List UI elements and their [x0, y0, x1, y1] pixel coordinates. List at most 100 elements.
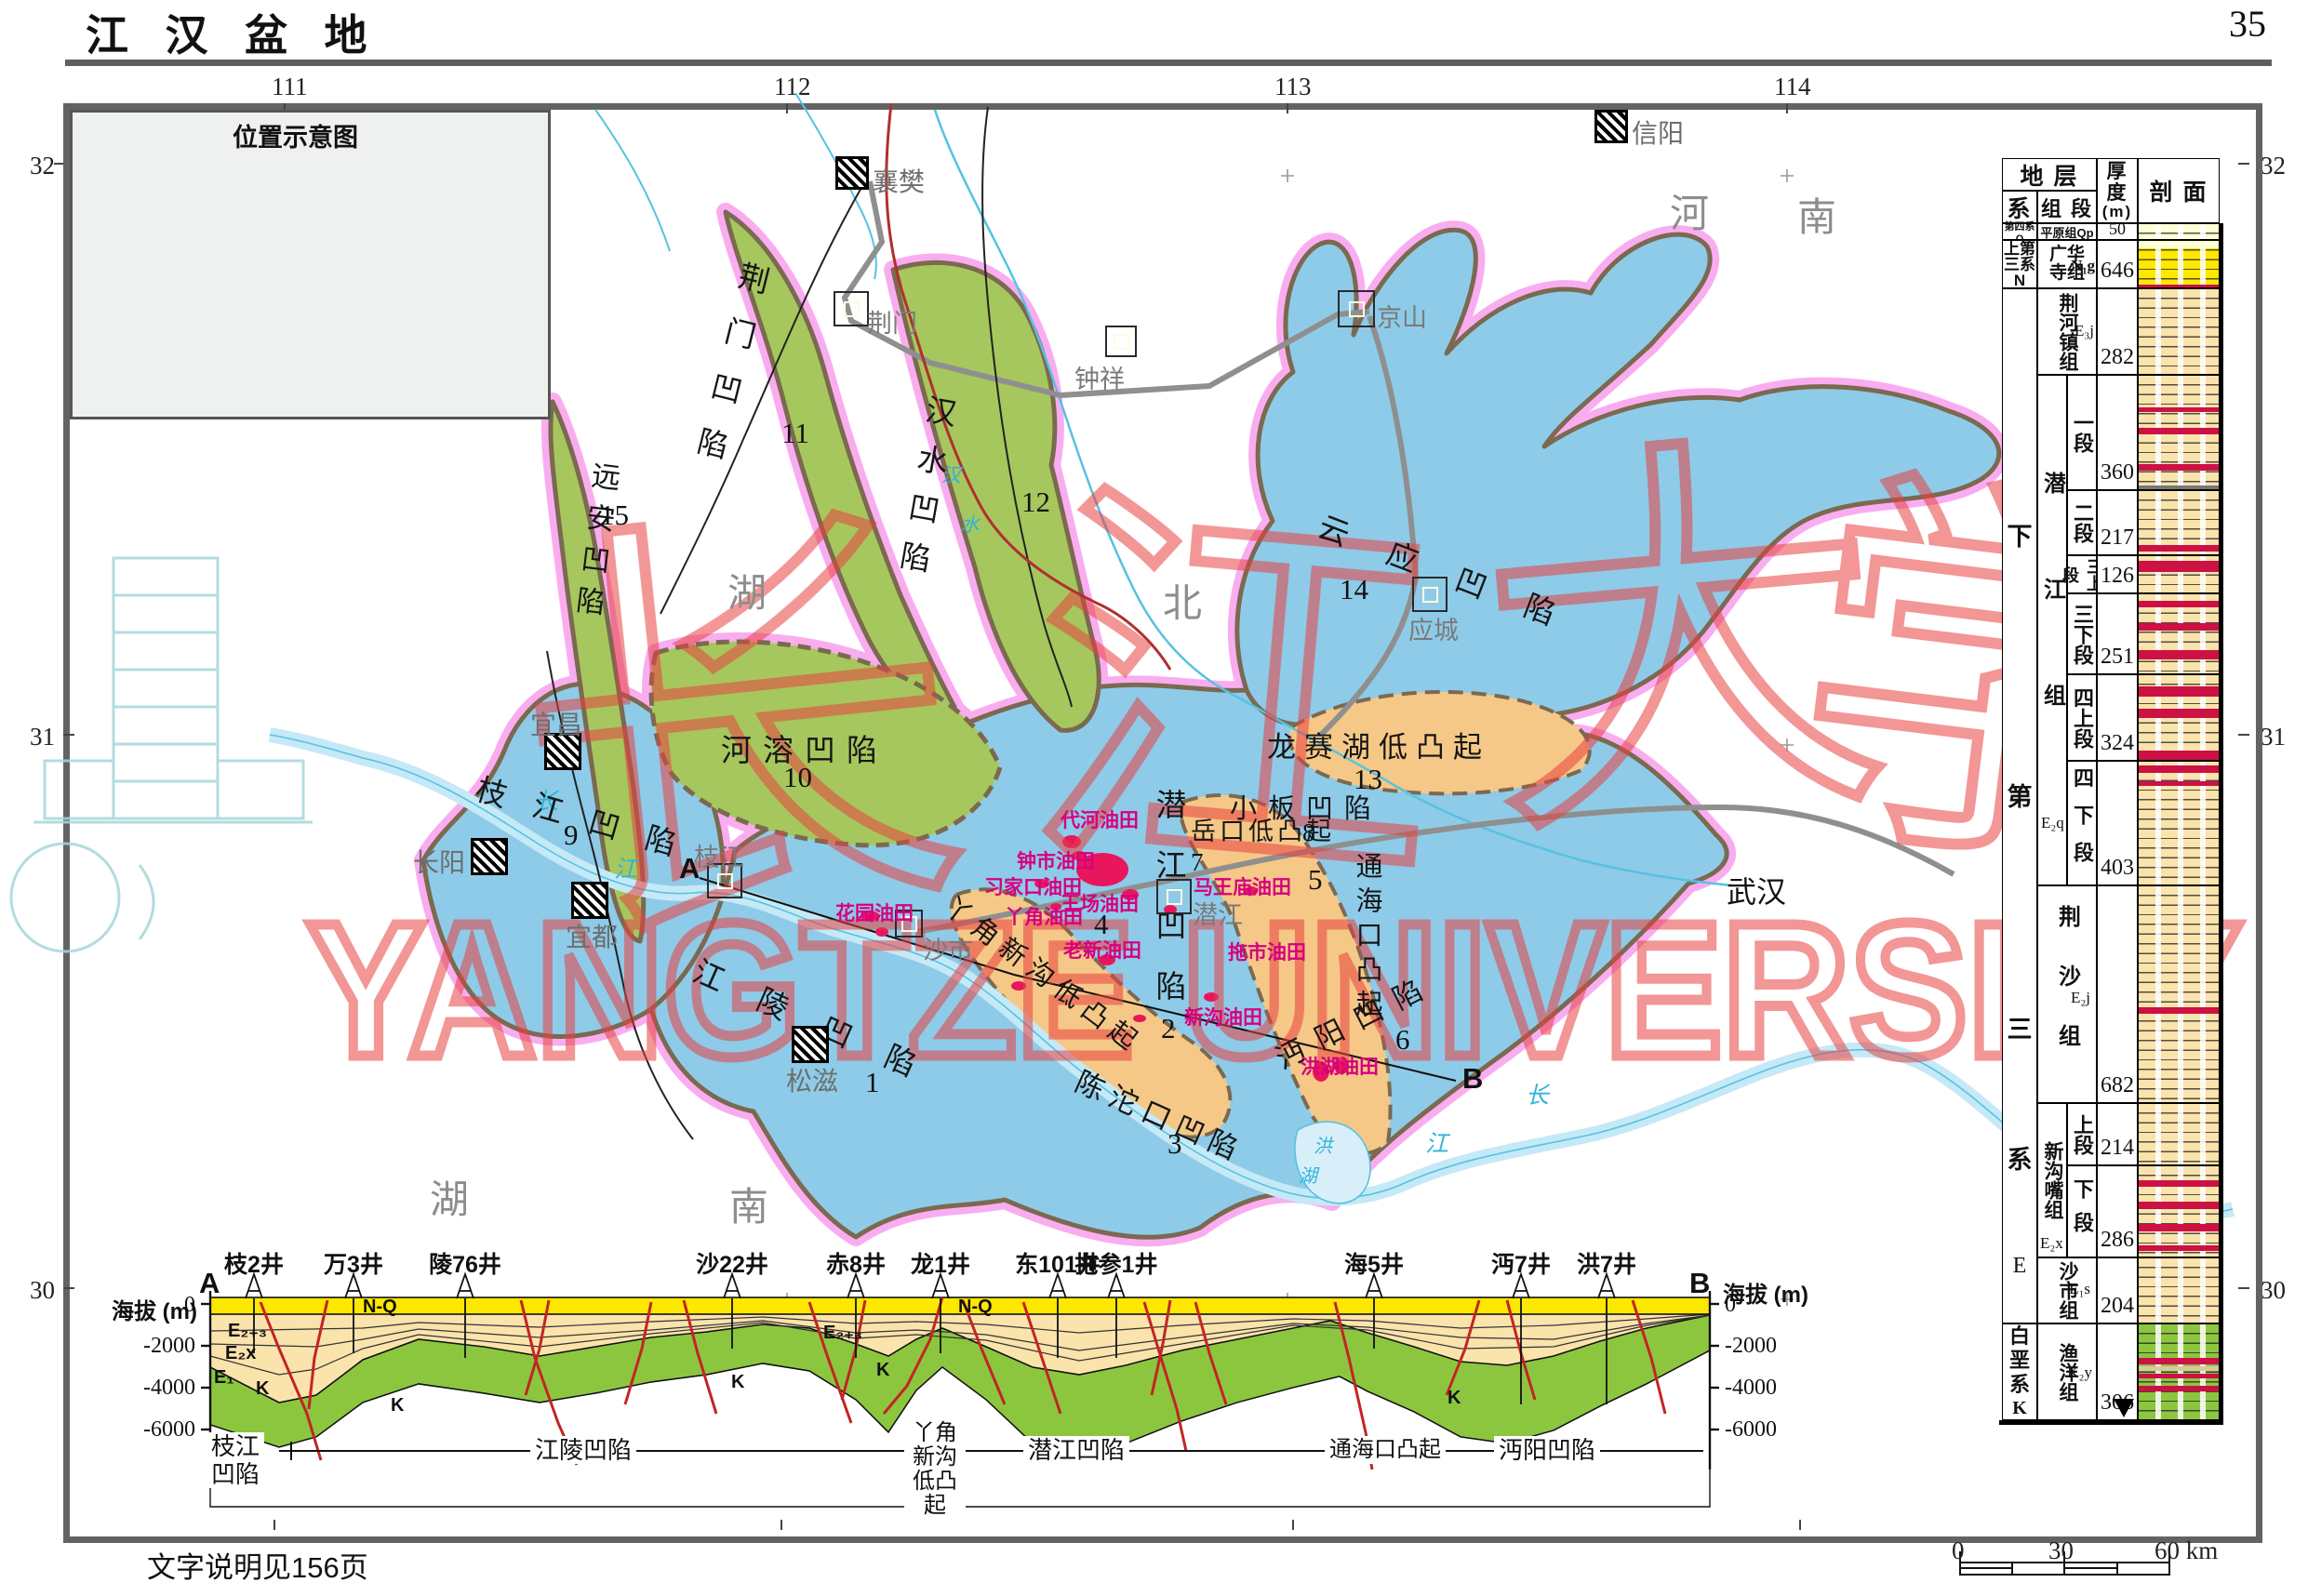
strat-bottom-rule [1999, 1420, 2222, 1425]
xs-unit-tonghaikou: 通海口凸起 [1325, 1436, 1446, 1464]
well-hong7: 洪7井 [1577, 1252, 1636, 1278]
strat-sys-cretaceous: 白 垩 系 K [2002, 1323, 2037, 1420]
lith-qj3l [2138, 593, 2220, 674]
green-depressions [548, 209, 1101, 944]
town-label-jingshan: 京山 [1377, 304, 1427, 332]
lon-top-114: 114 [1774, 73, 1811, 100]
layer-k-2: K [391, 1395, 405, 1416]
page-number: 35 [2229, 3, 2266, 45]
seg-qj-3l-name: 三下段 [2071, 603, 2094, 665]
th-jingsha: 682 [2097, 885, 2138, 1103]
well-mian7: 沔7井 [1491, 1252, 1551, 1278]
well-symbols [245, 1271, 1616, 1404]
lat-right-30: 30 [2261, 1276, 2286, 1304]
changjiang-river-edge [269, 734, 2234, 1215]
fm-guanghuasi-name: 广华寺组 [2048, 245, 2085, 283]
oilfield-blobs [860, 835, 1349, 1082]
unit-num-hanshui: 12 [1021, 485, 1050, 518]
th-qj-4u: 324 [2097, 674, 2138, 761]
paleogene-san: 三 [2007, 1016, 2033, 1044]
seg-xgz-u: 上段 [2067, 1103, 2097, 1165]
th-qj-1: 360 [2097, 375, 2138, 490]
lon-top-111: 111 [272, 73, 308, 100]
layer-k-3: K [731, 1372, 745, 1392]
well-sha22: 沙22井 [696, 1252, 768, 1278]
section-marker-b: B [1462, 1062, 1484, 1095]
th-qj-4l: 403 [2097, 761, 2138, 885]
town-marker-shashi [895, 910, 923, 938]
tributary-2 [794, 92, 877, 280]
city-label-wuhan: 武汉 [1727, 875, 1787, 909]
seg-qj-4u: 四上段 [2067, 674, 2097, 761]
lith-qj2 [2138, 490, 2220, 555]
unit-num-qianjiang: 4 [1094, 908, 1109, 940]
layer-k-5: K [1448, 1388, 1461, 1408]
honghu-label-1: 洪 [1314, 1137, 1332, 1157]
changjiang-label-e2: 江 [1425, 1131, 1449, 1157]
town-marker-yingcheng [1412, 577, 1448, 612]
th-shashi: 204 [2097, 1257, 2138, 1323]
fm-jingsha-name: 荆沙组 [2054, 905, 2080, 1084]
footer-note: 文字说明见156页 [147, 1551, 368, 1584]
oilfield-tuoshi: 拖市油田 [1228, 942, 1306, 964]
oilfield-wangchang: 王场油田 [1061, 894, 1139, 915]
lith-qj4u [2138, 674, 2220, 761]
strat-header-stratum: 地 层 [2002, 158, 2097, 191]
graticule-ticks [54, 103, 2249, 1530]
scale-60: 60 km [2155, 1536, 2219, 1564]
tick-r-0: 0 [1725, 1293, 1736, 1317]
cret-3: 系 [2008, 1373, 2030, 1396]
city-label-xinyang: 信阳 [1632, 119, 1685, 148]
strat-header-thickness: 厚度 (m) [2097, 158, 2138, 223]
seg-qj-3l: 三下段 [2067, 593, 2097, 674]
well-long1: 龙1井 [911, 1252, 970, 1278]
changjiang-label-w2: 江 [614, 857, 638, 883]
tick-l-4000: -4000 [143, 1376, 195, 1400]
unconformity-triangle [2114, 1399, 2134, 1417]
layer-e1: E₁ [214, 1367, 234, 1388]
seg-qj-2-name: 二段 [2071, 502, 2094, 543]
unit-label-herong: 河溶凹陷 [721, 733, 888, 767]
scale-bar [1959, 1551, 2170, 1576]
layer-e2x: E₂x [225, 1343, 257, 1363]
page-title: 江 汉 盆 地 [86, 12, 380, 60]
fm-jinghezhen: 荆河镇组 E₃j [2037, 288, 2097, 375]
changjiang-label-e1: 长 [1526, 1083, 1550, 1109]
city-marker-changyang [471, 838, 508, 875]
strat-sys-quaternary: 第四系Q [2002, 221, 2037, 245]
hanshui-label-2: 水 [960, 514, 980, 536]
layer-nq-1: N-Q [363, 1297, 397, 1317]
rivers [268, 92, 2235, 1221]
unit-label-longsaihu: 龙赛湖低凸起 [1267, 731, 1490, 764]
th-qj-3u: 126 [2097, 555, 2138, 593]
xs-unit-jiangling: 江陵凹陷 [530, 1436, 637, 1464]
strat-header-system: 系 [2002, 191, 2037, 223]
lat-right-31: 31 [2261, 723, 2286, 751]
fm-yuyang-code: K₂y [2067, 1363, 2092, 1381]
city-label-yichang: 宜昌 [530, 711, 583, 739]
tick-l-6000: -6000 [143, 1417, 195, 1442]
oilfield-huayuan: 花园油田 [835, 903, 914, 924]
province-boundary [885, 103, 1172, 671]
unit-label-yuekou: 岳口低凸起 [1191, 818, 1335, 845]
lat-left-31: 31 [30, 723, 55, 751]
fm-pingyuan: 平原组Qp [2037, 223, 2097, 240]
town-marker-zhongxiang [1105, 326, 1137, 357]
railway-2 [660, 180, 866, 615]
fm-qianjiang-code: E₂q [2041, 814, 2064, 831]
city-label-songzi: 松滋 [786, 1067, 839, 1096]
unit-num-herong: 10 [783, 761, 812, 793]
town-marker-jingshan [1338, 290, 1375, 327]
unit-yajiao-xingou-low-uplift [949, 887, 1233, 1139]
well-hai5: 海5井 [1344, 1252, 1404, 1278]
lith-pingyuan [2138, 223, 2220, 240]
strat-sys-neogene: 上第 三系 N [2002, 240, 2037, 288]
paleogene-xi: 系 [2007, 1146, 2033, 1174]
fm-jinghezhen-code: E₃j [2074, 322, 2094, 339]
town-label-zhongxiang: 钟祥 [1074, 366, 1125, 393]
seg-qj-3u: 三上段 [2061, 555, 2103, 593]
fm-jingsha: 荆沙组 E₂j [2037, 885, 2097, 1103]
neogene-1: 上第 [2004, 240, 2035, 258]
xs-unit-yajiao: 丫角新沟低凸起 [904, 1421, 966, 1518]
tick-l-0: 0 [184, 1293, 195, 1317]
